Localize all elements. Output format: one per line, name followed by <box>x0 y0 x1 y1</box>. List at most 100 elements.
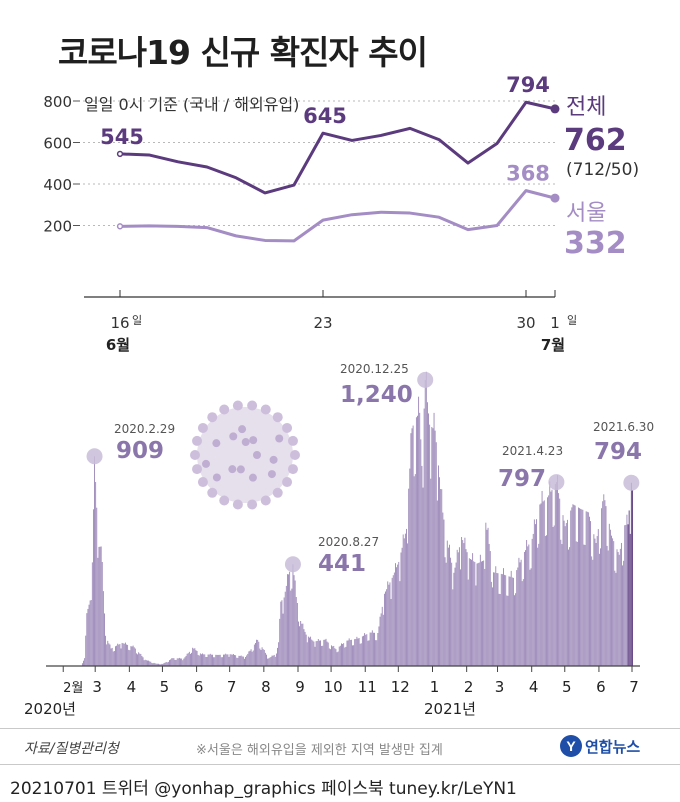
bar <box>430 478 432 666</box>
year-label-2021: 2021년 <box>424 700 476 718</box>
bar <box>238 655 240 666</box>
bar <box>350 639 352 666</box>
virus-spike <box>282 422 293 433</box>
bar <box>292 564 294 666</box>
bar <box>164 662 166 666</box>
bar <box>447 547 449 666</box>
bar <box>487 527 489 666</box>
bar <box>147 660 148 666</box>
bar <box>593 534 595 666</box>
bar <box>357 638 359 666</box>
bar <box>97 557 99 666</box>
virus-spike <box>197 477 208 488</box>
bar <box>550 491 552 666</box>
bar <box>536 519 538 666</box>
bar <box>165 662 167 666</box>
bar <box>528 544 530 666</box>
bar <box>342 644 344 666</box>
bar <box>616 549 618 666</box>
bar <box>387 581 389 666</box>
bar <box>353 645 355 666</box>
bar <box>237 657 239 666</box>
bar <box>177 658 179 666</box>
bar <box>133 647 135 666</box>
bar <box>617 552 619 666</box>
bar <box>212 654 213 666</box>
bar <box>348 638 350 666</box>
y-tick-label: 400 <box>43 176 72 194</box>
bar <box>522 579 524 666</box>
bar <box>176 658 178 666</box>
bar <box>606 545 608 666</box>
bar <box>372 632 374 666</box>
data-point <box>116 223 124 230</box>
bar <box>396 567 398 666</box>
bar <box>620 542 622 666</box>
bar <box>104 613 105 666</box>
bar <box>452 589 454 666</box>
bar <box>323 639 325 666</box>
bar <box>132 645 134 666</box>
bar <box>457 552 459 666</box>
bar <box>83 660 84 666</box>
bar <box>497 573 499 666</box>
y-tick-label: 800 <box>43 93 72 111</box>
bar <box>426 402 428 666</box>
bar <box>560 539 562 666</box>
bar <box>102 591 104 666</box>
bar <box>280 601 282 666</box>
bar <box>615 572 617 666</box>
annotation-date: 2020.12.25 <box>340 362 409 376</box>
virus-spike <box>228 465 237 474</box>
bar <box>142 657 144 666</box>
bar <box>171 658 173 666</box>
bar <box>271 655 273 666</box>
annotation-value: 909 <box>116 438 164 464</box>
bar <box>389 582 391 666</box>
bar <box>290 590 292 666</box>
bar <box>417 415 418 666</box>
bar <box>229 654 231 666</box>
bar <box>251 651 253 666</box>
bar <box>153 662 155 666</box>
bar <box>478 562 480 666</box>
bar <box>90 600 92 666</box>
bar <box>591 556 593 666</box>
bar <box>468 558 470 666</box>
bar <box>305 634 307 666</box>
bar <box>333 645 335 666</box>
bar <box>558 493 560 666</box>
bar <box>150 661 152 666</box>
bar <box>139 653 141 666</box>
bar <box>294 580 296 666</box>
bar <box>195 650 197 666</box>
bar <box>449 544 450 666</box>
bar <box>244 658 245 666</box>
bar <box>99 546 101 666</box>
bar <box>159 664 161 666</box>
bar <box>107 640 109 666</box>
bar <box>166 662 168 666</box>
bar <box>100 546 102 666</box>
bar <box>530 568 532 666</box>
bar <box>207 654 209 666</box>
bar <box>105 635 107 666</box>
bar <box>479 554 481 666</box>
bar <box>552 526 554 666</box>
bar <box>546 535 547 666</box>
bar <box>248 651 250 666</box>
bar <box>264 652 266 666</box>
bar <box>490 581 492 666</box>
bar <box>285 585 287 666</box>
bar <box>328 648 330 666</box>
bar <box>173 658 175 666</box>
bar <box>210 654 212 666</box>
bar <box>440 489 442 666</box>
bar <box>312 640 314 666</box>
bar <box>476 563 478 666</box>
bar <box>598 553 600 666</box>
virus-spike <box>232 400 243 411</box>
bar <box>514 595 515 666</box>
bar <box>304 631 306 666</box>
bar <box>188 651 190 666</box>
